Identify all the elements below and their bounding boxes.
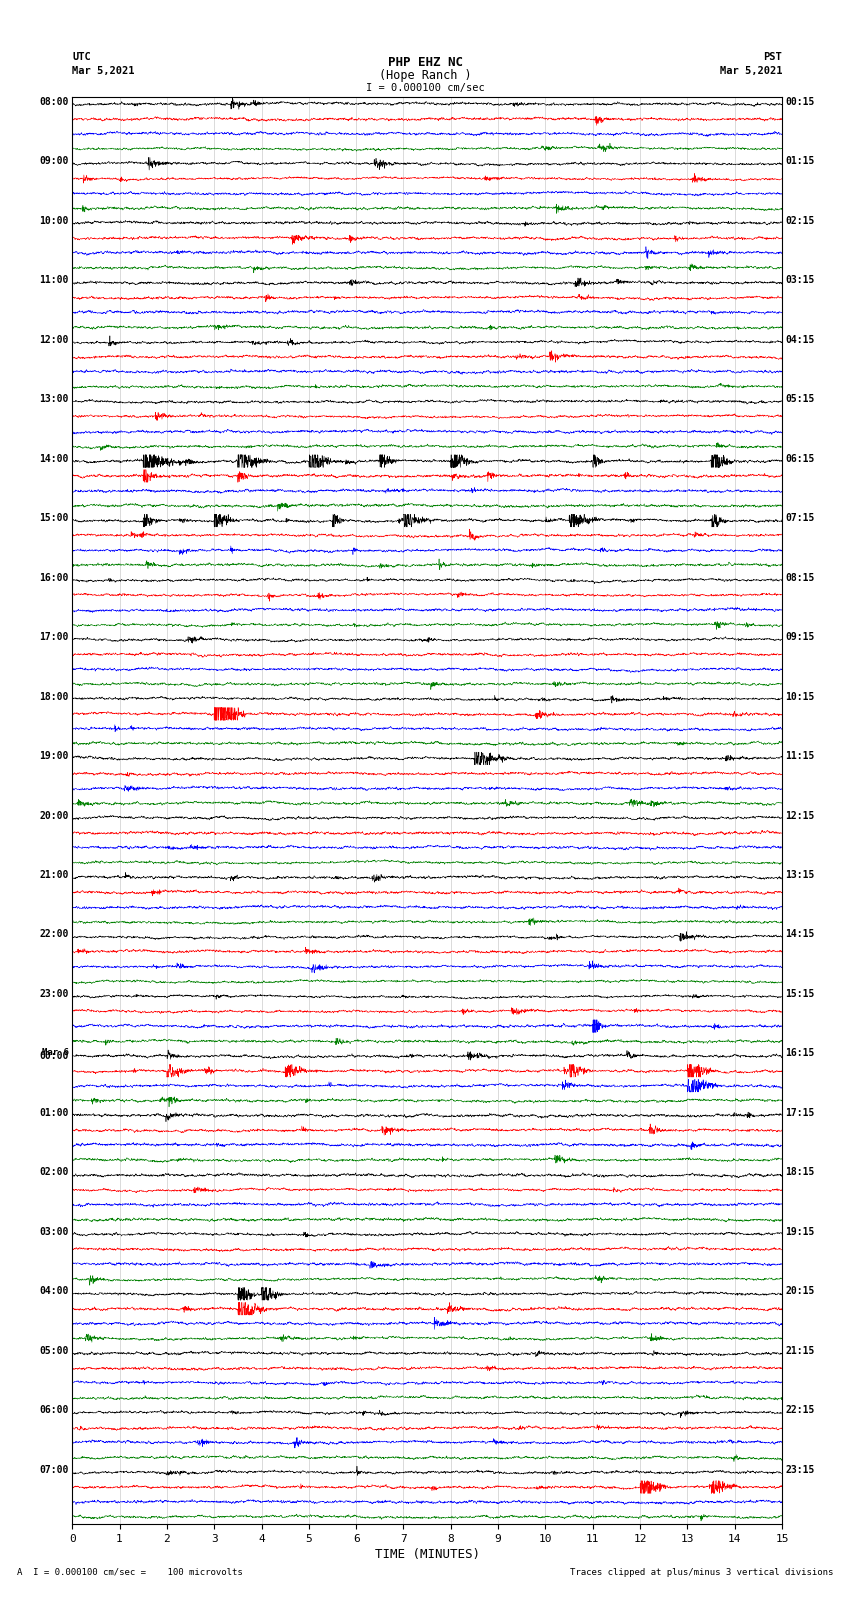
Text: 02:15: 02:15 bbox=[785, 216, 815, 226]
Text: 04:15: 04:15 bbox=[785, 336, 815, 345]
Text: PHP EHZ NC: PHP EHZ NC bbox=[388, 56, 462, 69]
Text: 16:15: 16:15 bbox=[785, 1048, 815, 1058]
Text: 10:00: 10:00 bbox=[39, 216, 69, 226]
Text: 00:15: 00:15 bbox=[785, 97, 815, 106]
Text: 05:00: 05:00 bbox=[39, 1345, 69, 1357]
Text: 10:15: 10:15 bbox=[785, 692, 815, 702]
Text: 03:15: 03:15 bbox=[785, 276, 815, 286]
Text: 05:15: 05:15 bbox=[785, 394, 815, 405]
Text: 23:00: 23:00 bbox=[39, 989, 69, 998]
Text: 11:00: 11:00 bbox=[39, 276, 69, 286]
Text: 18:00: 18:00 bbox=[39, 692, 69, 702]
Text: 03:00: 03:00 bbox=[39, 1227, 69, 1237]
Text: 01:00: 01:00 bbox=[39, 1108, 69, 1118]
Text: 04:00: 04:00 bbox=[39, 1287, 69, 1297]
Text: Traces clipped at plus/minus 3 vertical divisions: Traces clipped at plus/minus 3 vertical … bbox=[570, 1568, 833, 1578]
Text: Mar 5,2021: Mar 5,2021 bbox=[719, 66, 782, 76]
Text: 02:00: 02:00 bbox=[39, 1168, 69, 1177]
Text: A  I = 0.000100 cm/sec =    100 microvolts: A I = 0.000100 cm/sec = 100 microvolts bbox=[17, 1568, 243, 1578]
Text: 12:15: 12:15 bbox=[785, 810, 815, 821]
Text: 15:00: 15:00 bbox=[39, 513, 69, 523]
Text: Mar 6: Mar 6 bbox=[42, 1048, 69, 1058]
Text: 22:00: 22:00 bbox=[39, 929, 69, 939]
Text: 01:15: 01:15 bbox=[785, 156, 815, 166]
Text: 13:15: 13:15 bbox=[785, 869, 815, 881]
Text: 00:00: 00:00 bbox=[39, 1052, 69, 1061]
Text: 19:00: 19:00 bbox=[39, 752, 69, 761]
Text: 13:00: 13:00 bbox=[39, 394, 69, 405]
Text: 19:15: 19:15 bbox=[785, 1227, 815, 1237]
Text: 15:15: 15:15 bbox=[785, 989, 815, 998]
Text: 14:00: 14:00 bbox=[39, 453, 69, 463]
Text: 16:00: 16:00 bbox=[39, 573, 69, 582]
Text: 06:15: 06:15 bbox=[785, 453, 815, 463]
Text: 22:15: 22:15 bbox=[785, 1405, 815, 1415]
Text: 07:15: 07:15 bbox=[785, 513, 815, 523]
Text: 20:00: 20:00 bbox=[39, 810, 69, 821]
Text: I = 0.000100 cm/sec: I = 0.000100 cm/sec bbox=[366, 84, 484, 94]
Text: 11:15: 11:15 bbox=[785, 752, 815, 761]
Text: 09:00: 09:00 bbox=[39, 156, 69, 166]
Text: 23:15: 23:15 bbox=[785, 1465, 815, 1474]
Text: 17:15: 17:15 bbox=[785, 1108, 815, 1118]
Text: UTC: UTC bbox=[72, 52, 91, 61]
Text: 06:00: 06:00 bbox=[39, 1405, 69, 1415]
Text: (Hope Ranch ): (Hope Ranch ) bbox=[379, 69, 471, 82]
Text: 21:15: 21:15 bbox=[785, 1345, 815, 1357]
Text: PST: PST bbox=[763, 52, 782, 61]
Text: 17:00: 17:00 bbox=[39, 632, 69, 642]
Text: 12:00: 12:00 bbox=[39, 336, 69, 345]
Text: 21:00: 21:00 bbox=[39, 869, 69, 881]
Text: 09:15: 09:15 bbox=[785, 632, 815, 642]
Text: Mar 5,2021: Mar 5,2021 bbox=[72, 66, 135, 76]
Text: 08:15: 08:15 bbox=[785, 573, 815, 582]
X-axis label: TIME (MINUTES): TIME (MINUTES) bbox=[375, 1548, 479, 1561]
Text: 07:00: 07:00 bbox=[39, 1465, 69, 1474]
Text: 20:15: 20:15 bbox=[785, 1287, 815, 1297]
Text: 18:15: 18:15 bbox=[785, 1168, 815, 1177]
Text: 08:00: 08:00 bbox=[39, 97, 69, 106]
Text: 14:15: 14:15 bbox=[785, 929, 815, 939]
